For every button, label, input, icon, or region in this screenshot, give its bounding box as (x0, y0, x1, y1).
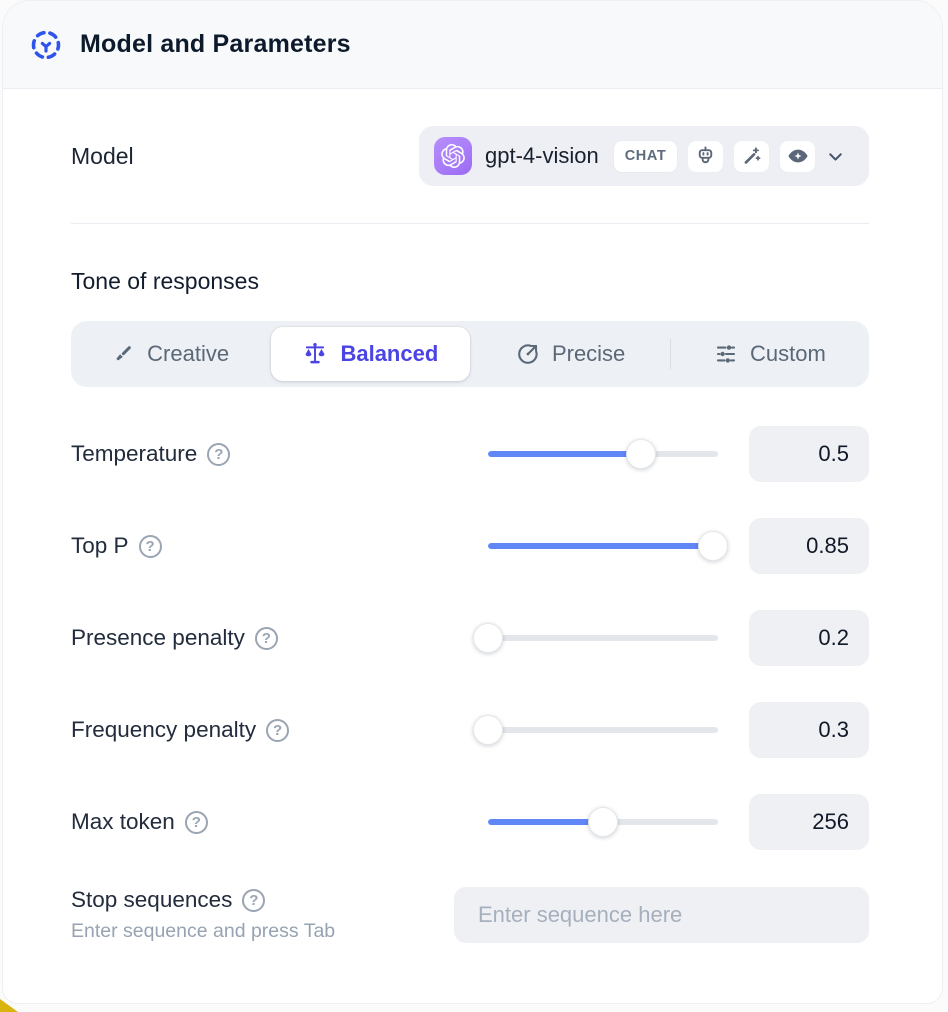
help-icon[interactable]: ? (184, 810, 208, 834)
slider-thumb[interactable] (698, 531, 729, 561)
model-type-badge: CHAT (612, 139, 679, 173)
help-icon[interactable]: ? (254, 626, 278, 650)
stop-sequence-input[interactable] (454, 887, 869, 943)
help-icon[interactable]: ? (138, 534, 162, 558)
paintbrush-icon (111, 342, 135, 366)
presence-penalty-row: Presence penalty ? 0.2 (71, 610, 869, 666)
stop-sequences-row: Stop sequences ? Enter sequence and pres… (71, 887, 869, 943)
frequency-penalty-value: 0.3 (749, 702, 869, 758)
vision-eye-icon (779, 139, 817, 173)
tone-option-label: Balanced (340, 341, 439, 366)
tone-option-creative[interactable]: Creative (71, 321, 269, 387)
tone-heading: Tone of responses (71, 268, 259, 294)
tone-option-label: Precise (551, 341, 626, 366)
temperature-slider[interactable] (488, 439, 718, 469)
temperature-value: 0.5 (749, 426, 869, 482)
slider-thumb[interactable] (625, 439, 656, 469)
temperature-label: Temperature (71, 441, 198, 466)
max-token-value: 256 (749, 794, 869, 850)
tone-option-label: Custom (749, 341, 826, 366)
max-token-row: Max token ? 256 (71, 794, 869, 850)
model-row: Model gpt-4-vision CHAT (71, 126, 869, 186)
section-divider (71, 223, 869, 224)
top-p-row: Top P ? 0.85 (71, 518, 869, 574)
tone-option-balanced[interactable]: Balanced (271, 327, 470, 381)
model-select-dropdown[interactable]: gpt-4-vision CHAT (419, 126, 869, 186)
slider-thumb[interactable] (473, 715, 503, 745)
help-icon[interactable]: ? (207, 442, 231, 466)
max-token-slider[interactable] (488, 807, 718, 837)
model-nodes-icon (29, 28, 63, 62)
segment-divider (669, 339, 671, 369)
max-token-label: Max token (71, 809, 175, 834)
slider-thumb[interactable] (473, 623, 503, 653)
selected-model-name: gpt-4-vision (485, 143, 599, 168)
help-icon[interactable]: ? (242, 888, 266, 912)
target-arrow-icon (516, 342, 540, 366)
chevron-down-icon (825, 146, 846, 167)
balance-scale-icon (302, 341, 328, 367)
stop-sequences-label: Stop sequences (71, 887, 233, 912)
temperature-row: Temperature ? 0.5 (71, 426, 869, 482)
panel-title: Model and Parameters (80, 30, 351, 58)
presence-penalty-slider[interactable] (473, 623, 718, 653)
slider-thumb[interactable] (588, 807, 618, 837)
sliders-icon (714, 342, 738, 366)
tone-option-custom[interactable]: Custom (671, 321, 869, 387)
top-p-label: Top P (71, 533, 129, 558)
openai-logo (434, 137, 472, 175)
frequency-penalty-label: Frequency penalty (71, 717, 257, 742)
panel-header: Model and Parameters (3, 1, 942, 89)
assistant-robot-icon (687, 139, 725, 173)
magic-wand-icon (733, 139, 771, 173)
model-label: Model (71, 142, 134, 169)
help-icon[interactable]: ? (266, 718, 290, 742)
tone-option-precise[interactable]: Precise (472, 321, 670, 387)
presence-penalty-value: 0.2 (749, 610, 869, 666)
frequency-penalty-row: Frequency penalty ? 0.3 (71, 702, 869, 758)
top-p-slider[interactable] (488, 531, 729, 561)
tone-segmented-control: Creative Balanced (71, 321, 869, 387)
tone-option-label: Creative (147, 341, 230, 366)
presence-penalty-label: Presence penalty (71, 625, 245, 650)
top-p-value: 0.85 (749, 518, 869, 574)
frequency-penalty-slider[interactable] (473, 715, 718, 745)
stop-sequences-hint: Enter sequence and press Tab (71, 920, 336, 942)
